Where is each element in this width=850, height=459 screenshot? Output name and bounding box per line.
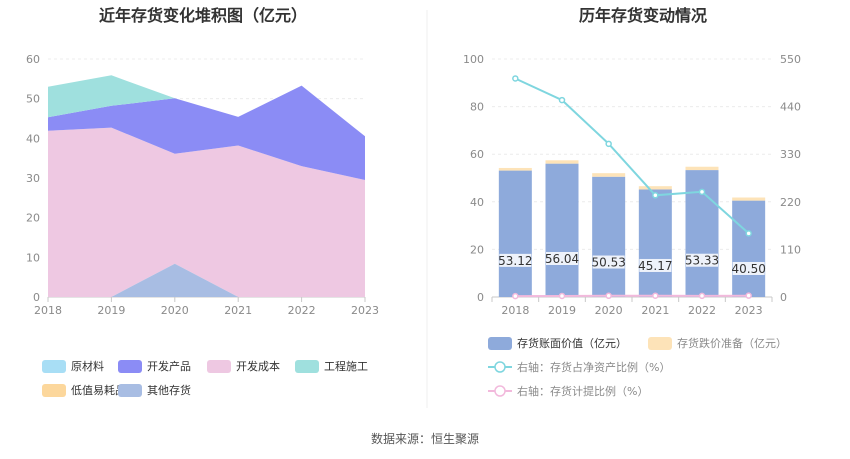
left-legend-swatch xyxy=(118,360,142,373)
line-inventory-to-net-assets xyxy=(514,77,750,235)
bar-value-label-bg xyxy=(499,253,532,267)
bar-value-label-bg xyxy=(546,251,578,265)
point-provision-ratio xyxy=(558,292,566,300)
left-legend-swatch xyxy=(295,360,319,373)
point-provision-ratio xyxy=(652,292,659,299)
left-y-tick-label: 60 xyxy=(26,53,40,66)
point-inventory-to-net-assets xyxy=(698,188,706,196)
bar-book-value xyxy=(732,200,766,297)
left-legend-swatch xyxy=(42,384,66,397)
bar-impairment xyxy=(732,197,766,201)
left-x-tick-label: 2019 xyxy=(97,304,125,317)
left-chart-title: 近年存货变化堆积图（亿元） xyxy=(99,6,307,25)
left-legend-swatch xyxy=(42,360,66,373)
right-y2-tick-label: 550 xyxy=(780,53,801,66)
left-y-tick-label: 40 xyxy=(26,132,40,145)
bar-book-value xyxy=(638,189,672,297)
left-x-tick-label: 2020 xyxy=(161,304,189,317)
bar-value-label: 40.50 xyxy=(731,262,765,276)
right-x-tick-label: 2021 xyxy=(641,304,669,317)
area-series-2 xyxy=(48,127,365,297)
right-y2-tick-label: 330 xyxy=(780,148,801,161)
point-inventory-to-net-assets xyxy=(605,140,612,148)
right-chart-title: 历年存货变动情况 xyxy=(579,6,707,25)
left-x-tick-label: 2023 xyxy=(351,304,379,317)
bar-value-label: 53.33 xyxy=(685,254,719,268)
left-legend-label: 开发成本 xyxy=(236,359,280,373)
left-x-tick-label: 2021 xyxy=(224,304,252,317)
left-y-tick-label: 10 xyxy=(26,251,40,264)
point-provision-ratio xyxy=(698,292,706,300)
right-y-tick-label: 60 xyxy=(470,148,484,161)
right-y2-tick-label: 440 xyxy=(780,101,801,114)
right-y-tick-label: 20 xyxy=(470,243,484,256)
bar-book-value xyxy=(592,176,626,297)
left-legend-swatch xyxy=(207,360,231,373)
right-x-tick-label: 2019 xyxy=(548,304,576,317)
right-legend-marker-provision xyxy=(494,385,506,397)
right-y2-tick-label: 0 xyxy=(780,291,787,304)
right-legend-marker-ratio xyxy=(494,361,506,373)
right-y-tick-label: 100 xyxy=(463,53,484,66)
left-x-tick-label: 2022 xyxy=(288,304,316,317)
left-y-tick-label: 0 xyxy=(33,291,40,304)
right-x-tick-label: 2022 xyxy=(688,304,716,317)
bar-book-value xyxy=(498,170,532,297)
bar-value-label: 45.17 xyxy=(638,259,672,273)
point-provision-ratio xyxy=(512,292,519,300)
bar-impairment xyxy=(545,160,579,164)
bar-value-label: 50.53 xyxy=(591,256,625,270)
point-inventory-to-net-assets xyxy=(652,192,659,199)
left-area-chart: 0 10 20 30 40 50 60 2018 2019 2020 2021 2022 2023 xyxy=(26,53,379,317)
right-legend-swatch-book-value xyxy=(488,337,512,350)
right-legend-label: 右轴：存货占净资产比例（%） xyxy=(517,360,670,374)
bar-value-label-bg xyxy=(732,261,765,275)
bar-value-label: 53.12 xyxy=(498,254,532,268)
bar-impairment xyxy=(638,186,672,190)
left-x-tick-label: 2018 xyxy=(34,304,62,317)
left-y-tick-label: 30 xyxy=(26,172,40,185)
bar-value-label-bg xyxy=(592,255,625,269)
point-provision-ratio xyxy=(605,292,612,300)
right-x-tick-label: 2023 xyxy=(735,304,763,317)
data-source-note: 数据来源：恒生聚源 xyxy=(371,431,479,446)
bar-value-label-bg xyxy=(639,258,672,272)
right-y-tick-label: 0 xyxy=(477,291,484,304)
left-legend-swatch xyxy=(118,384,142,397)
left-legend-label: 工程施工 xyxy=(324,360,368,373)
bar-book-value xyxy=(545,163,579,297)
bar-impairment xyxy=(685,166,719,171)
left-legend-label: 低值易耗品 xyxy=(71,384,126,397)
left-legend-label: 开发产品 xyxy=(147,359,191,373)
point-inventory-to-net-assets xyxy=(745,230,752,237)
right-legend: 存货账面价值（亿元） 存货跌价准备（亿元） 右轴：存货占净资产比例（%） 右轴：存货计… xyxy=(488,336,787,398)
right-x-tick-label: 2020 xyxy=(595,304,623,317)
area-series-5 xyxy=(48,263,365,297)
right-legend-swatch-impairment xyxy=(648,337,672,350)
right-y-tick-label: 40 xyxy=(470,196,484,209)
bar-impairment xyxy=(498,167,532,171)
point-provision-ratio xyxy=(745,292,752,299)
right-legend-label: 右轴：存货计提比例（%） xyxy=(517,384,648,398)
right-legend-label: 存货账面价值（亿元） xyxy=(517,336,627,350)
left-y-tick-label: 50 xyxy=(26,93,40,106)
bar-impairment xyxy=(592,173,626,177)
right-bar-chart: 0 20 40 60 80 100 0 110 220 330 440 550 2018 2019 2020… xyxy=(463,53,801,317)
right-x-tick-label: 2018 xyxy=(501,304,529,317)
right-y-tick-label: 80 xyxy=(470,101,484,114)
left-legend-label: 原材料 xyxy=(71,359,104,373)
point-inventory-to-net-assets xyxy=(558,96,566,104)
bar-value-label: 56.04 xyxy=(545,252,579,266)
area-series-1 xyxy=(48,85,365,180)
right-y2-tick-label: 110 xyxy=(780,243,801,256)
left-legend-label: 其他存货 xyxy=(147,383,191,397)
right-legend-label: 存货跌价准备（亿元） xyxy=(677,336,787,350)
point-inventory-to-net-assets xyxy=(512,75,519,82)
right-y2-tick-label: 220 xyxy=(780,196,801,209)
area-series-3 xyxy=(48,75,365,137)
bar-value-label-bg xyxy=(686,253,718,267)
left-y-tick-label: 20 xyxy=(26,212,40,225)
